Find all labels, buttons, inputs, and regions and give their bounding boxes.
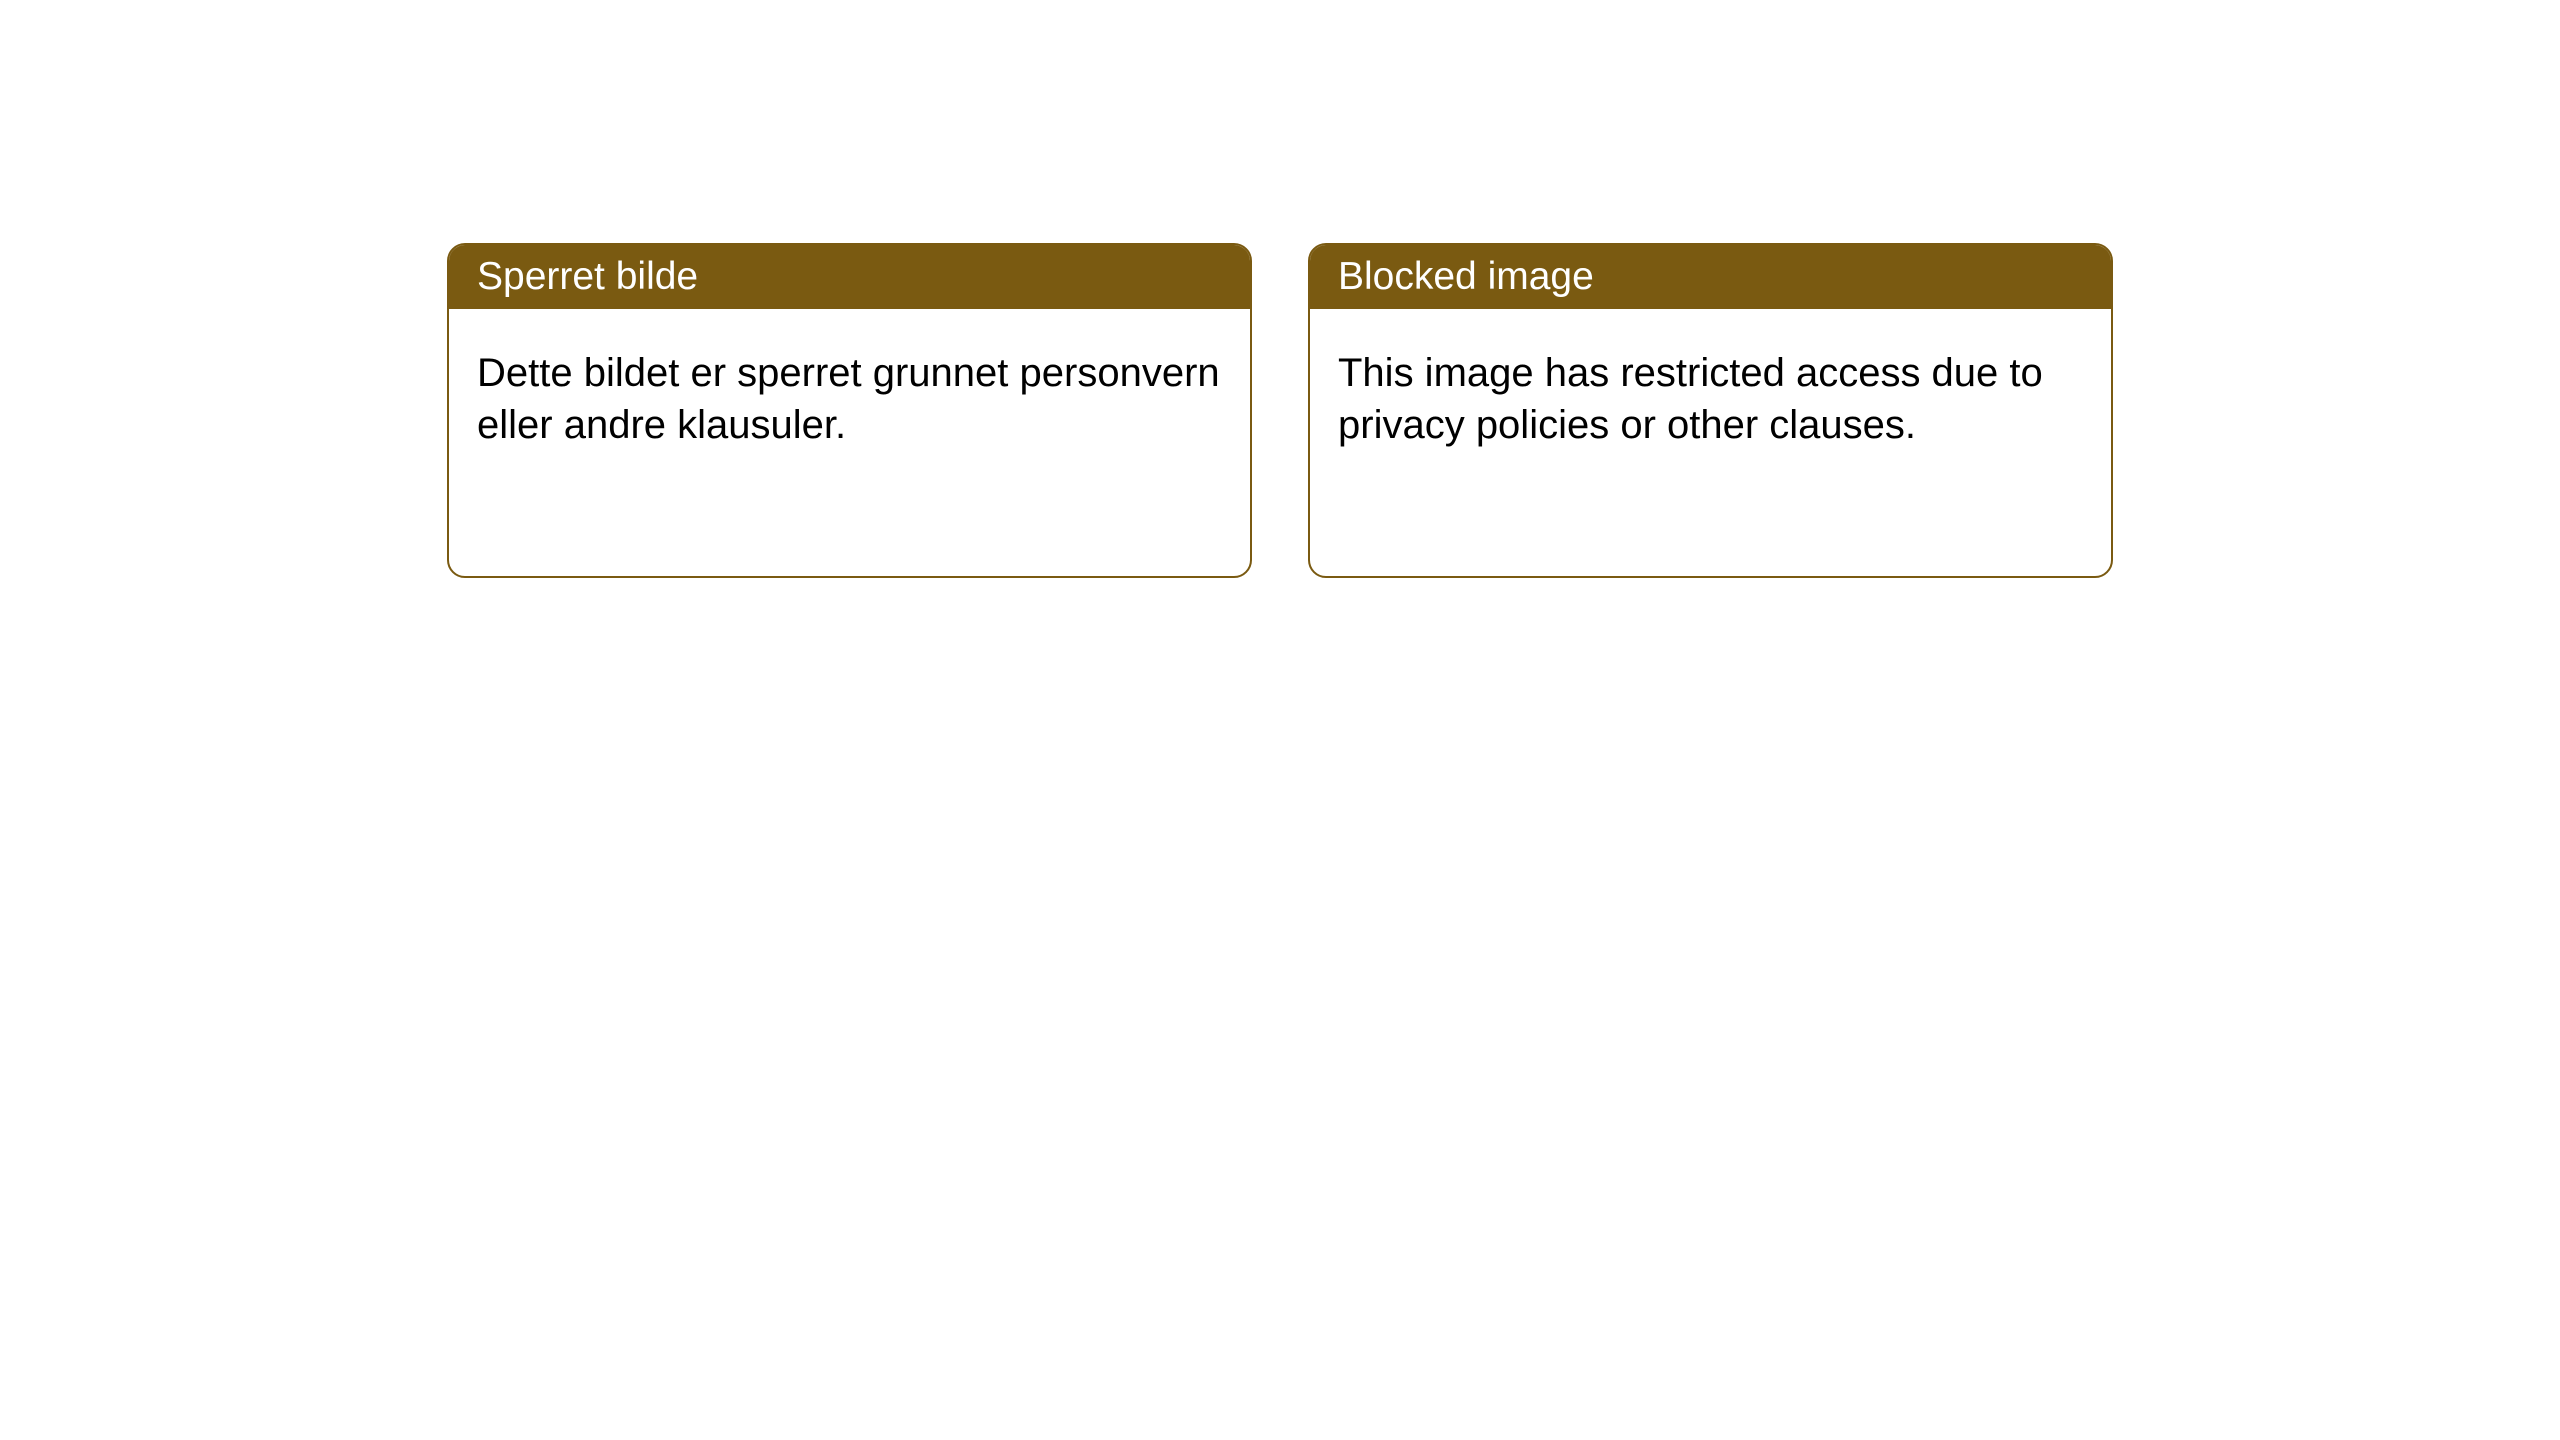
notice-card-norwegian: Sperret bilde Dette bildet er sperret gr… xyxy=(447,243,1252,578)
card-header: Blocked image xyxy=(1310,245,2111,309)
card-body-text: Dette bildet er sperret grunnet personve… xyxy=(477,351,1220,447)
notice-cards-container: Sperret bilde Dette bildet er sperret gr… xyxy=(0,0,2560,578)
notice-card-english: Blocked image This image has restricted … xyxy=(1308,243,2113,578)
card-body: This image has restricted access due to … xyxy=(1310,309,2111,489)
card-header-text: Sperret bilde xyxy=(477,255,698,298)
card-header: Sperret bilde xyxy=(449,245,1250,309)
card-header-text: Blocked image xyxy=(1338,255,1594,298)
card-body: Dette bildet er sperret grunnet personve… xyxy=(449,309,1250,489)
card-body-text: This image has restricted access due to … xyxy=(1338,351,2043,447)
